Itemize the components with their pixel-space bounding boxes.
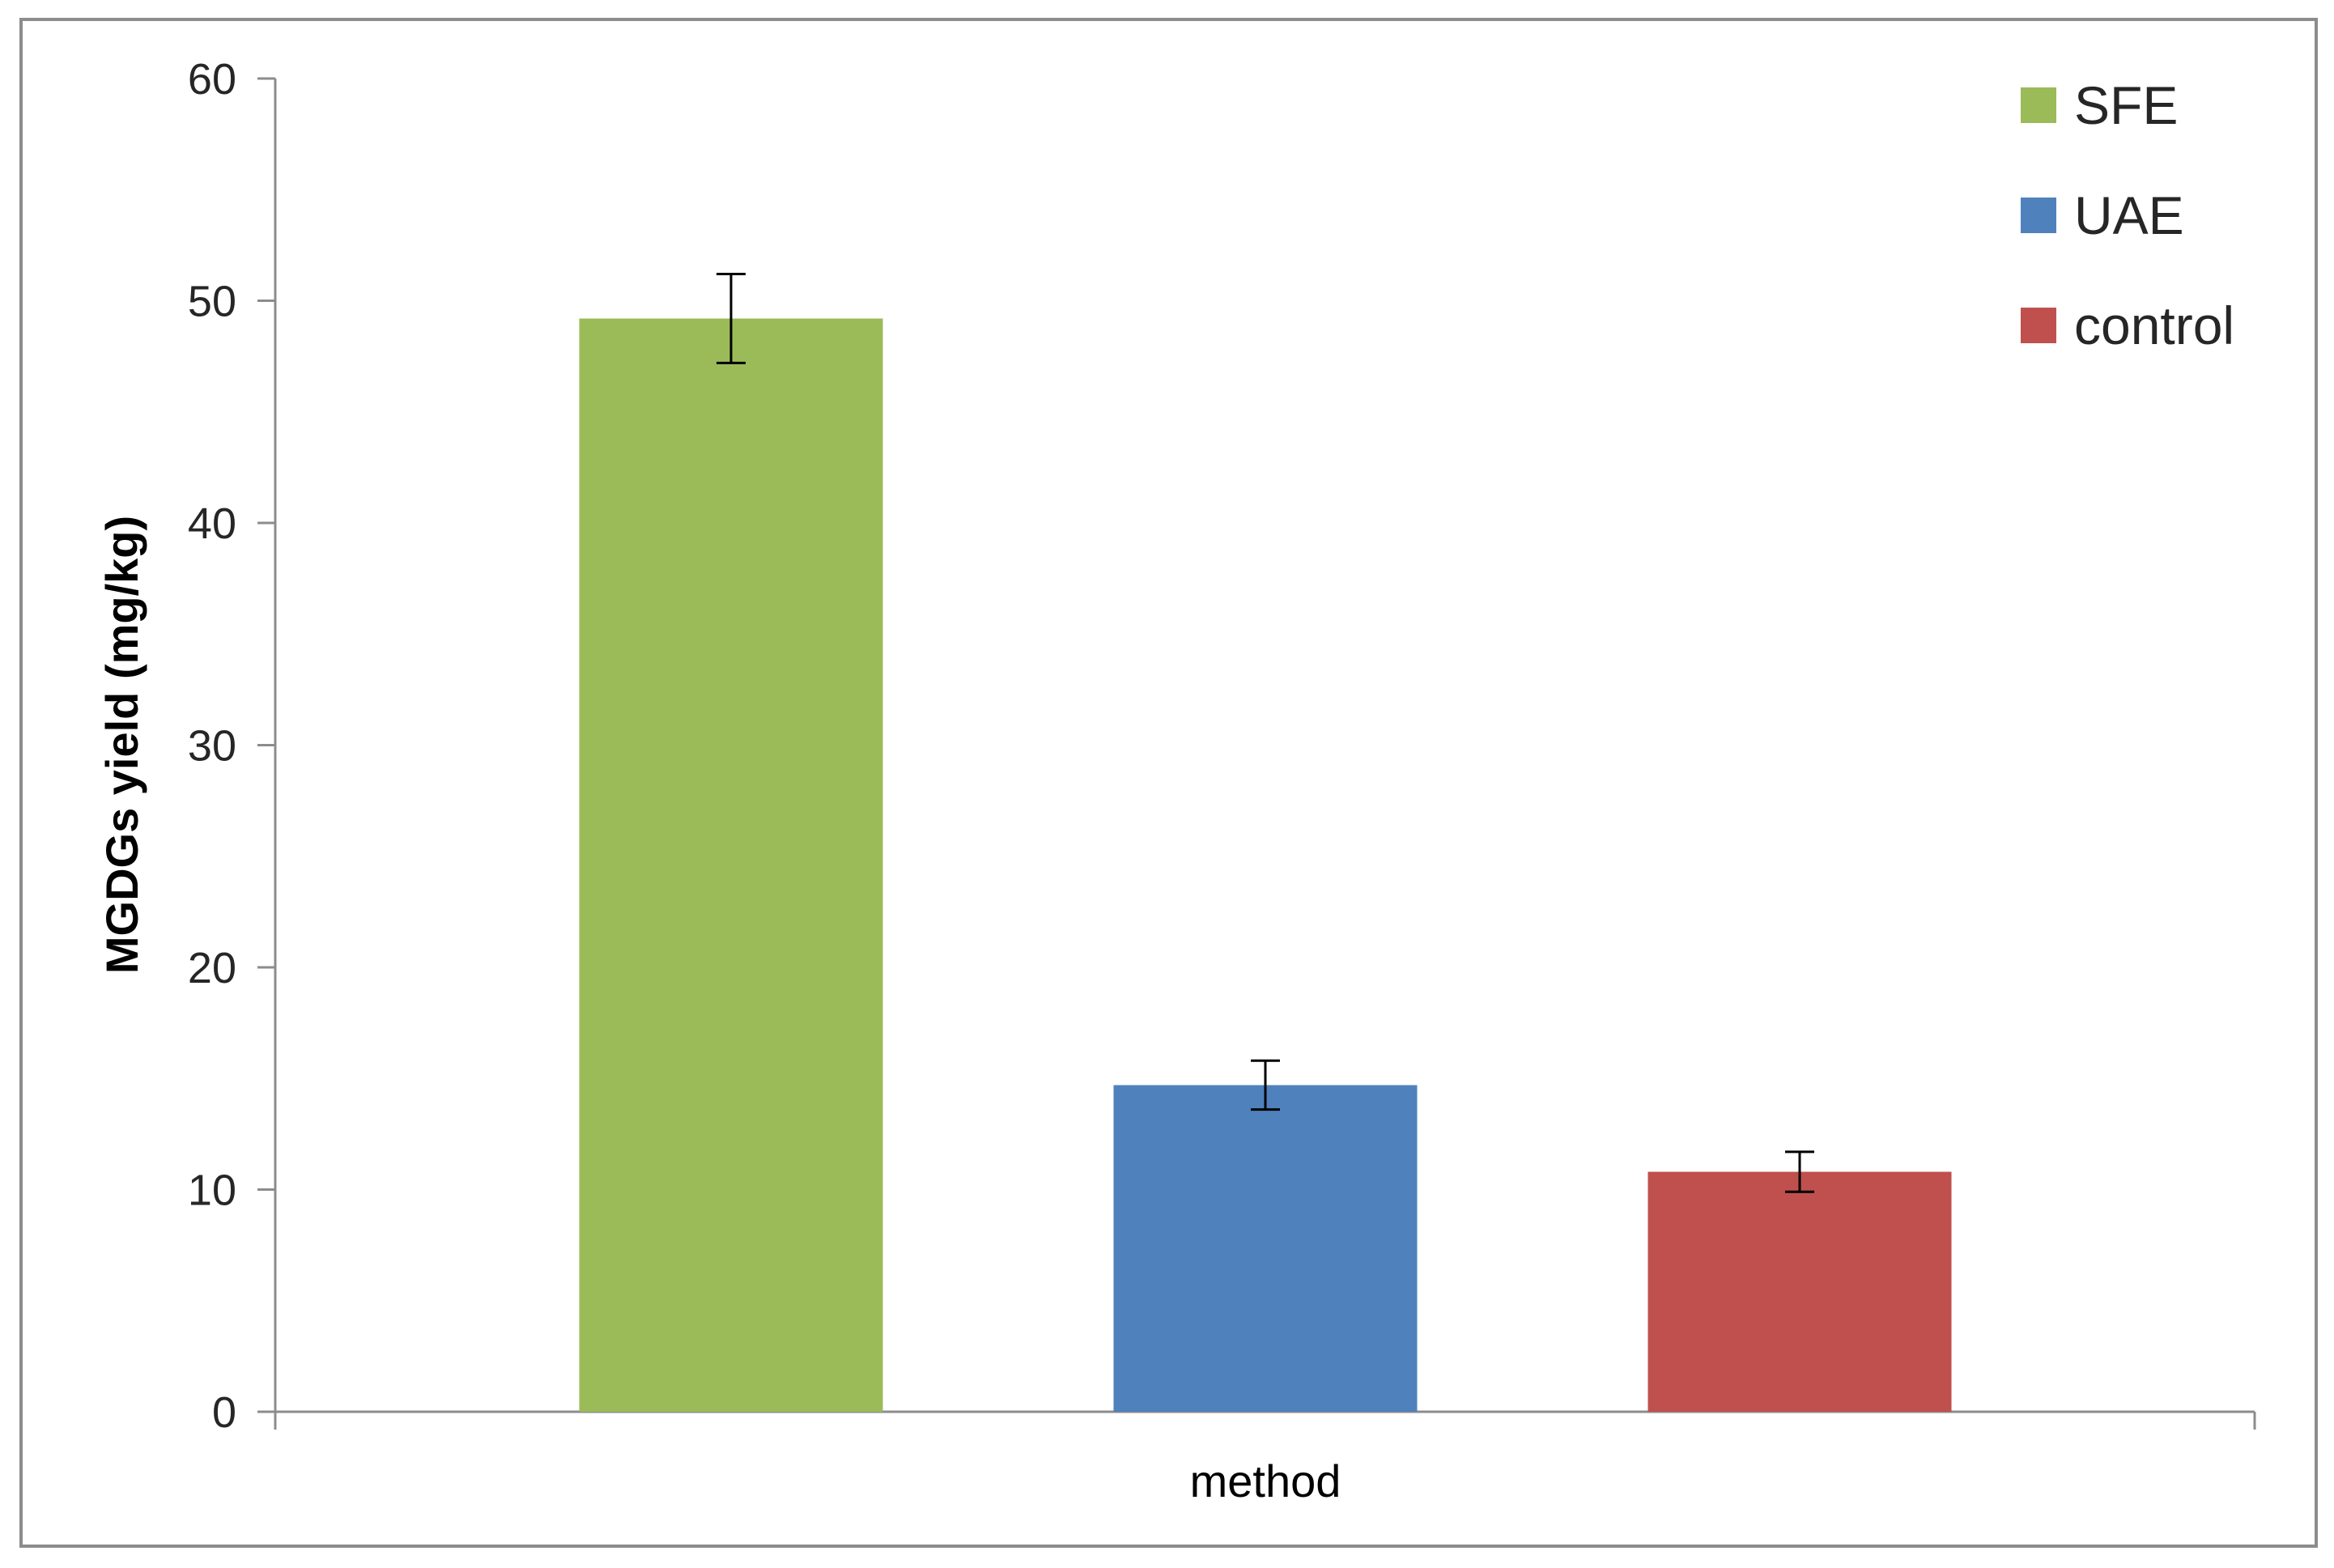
legend-swatch xyxy=(2021,308,2056,343)
y-axis: 0 10 20 30 40 50 60 xyxy=(188,55,277,1437)
legend-item-uae: UAE xyxy=(2021,185,2184,245)
bar-control xyxy=(1647,1171,1952,1412)
legend-label: SFE xyxy=(2074,75,2178,135)
legend-label: control xyxy=(2074,295,2234,355)
bar-uae xyxy=(1113,1085,1418,1412)
bars xyxy=(579,318,1952,1413)
error-bar-control xyxy=(1785,1150,1814,1193)
x-axis xyxy=(274,1410,2256,1430)
legend-swatch xyxy=(2021,198,2056,233)
x-axis-title: method xyxy=(1190,1455,1341,1506)
y-tick-label: 40 xyxy=(188,499,236,548)
y-axis-title: MGDGs yield (mg/kg) xyxy=(96,516,147,974)
error-bars xyxy=(716,273,1814,1193)
legend-swatch xyxy=(2021,87,2056,123)
y-tick-label: 50 xyxy=(188,278,236,326)
y-tick-label: 0 xyxy=(212,1388,236,1437)
y-tick-label: 20 xyxy=(188,944,236,992)
legend: SFE UAE control xyxy=(2021,75,2234,355)
error-bar-sfe xyxy=(716,273,746,364)
legend-label: UAE xyxy=(2074,185,2184,245)
bar-sfe xyxy=(579,318,883,1413)
error-bar-uae xyxy=(1251,1059,1280,1111)
y-tick-label: 10 xyxy=(188,1166,236,1215)
y-tick-label: 60 xyxy=(188,55,236,104)
legend-item-sfe: SFE xyxy=(2021,75,2178,135)
legend-item-control: control xyxy=(2021,295,2234,355)
y-tick-label: 30 xyxy=(188,722,236,771)
